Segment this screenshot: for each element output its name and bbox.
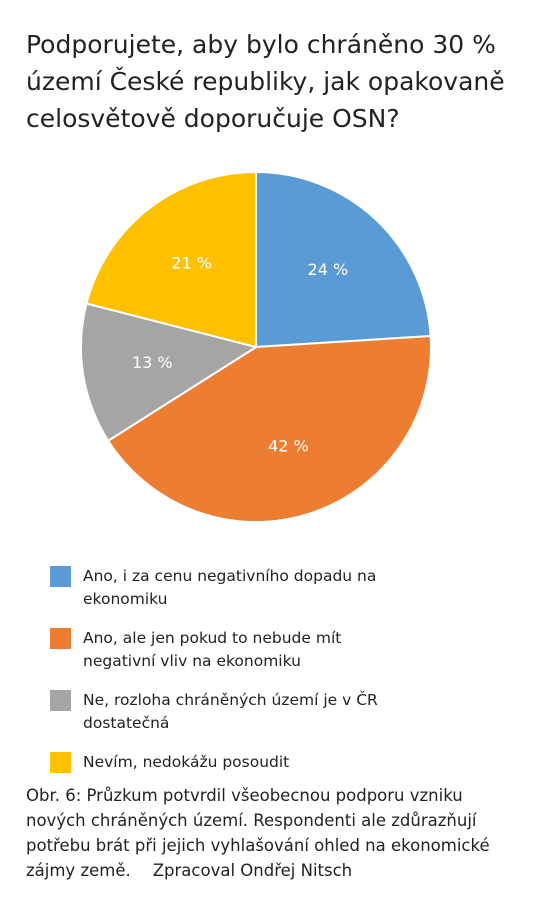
legend-swatch (50, 628, 71, 649)
chart-title: Podporujete, aby bylo chráněno 30 % územ… (26, 30, 505, 133)
caption: Obr. 6: Průzkum potvrdil všeobecnou podp… (26, 783, 521, 883)
legend-label: Nevím, nedokážu posoudit (83, 753, 290, 771)
data-label: 42 % (268, 436, 309, 455)
legend-item: Nevím, nedokážu posoudit (50, 751, 520, 774)
pie-slice (106, 334, 432, 523)
legend-swatch (50, 752, 71, 773)
legend-swatch (50, 566, 71, 587)
data-label: 21 % (171, 254, 212, 273)
caption-text: Obr. 6: Průzkum potvrdil všeobecnou podp… (26, 786, 490, 880)
legend-item: Ano, i za cenu negativního dopadu na eko… (50, 565, 520, 611)
chart: 24 % 42 % 13 % 21 % (80, 170, 432, 523)
data-label: 24 % (308, 260, 349, 279)
legend-item: Ano, ale jen pokud to nebude mít negativ… (50, 627, 520, 673)
legend: Ano, i za cenu negativního dopadu na eko… (50, 565, 520, 790)
legend-label: Ano, i za cenu negativního dopadu na eko… (83, 567, 377, 608)
credit: Zpracoval Ondřej Nitsch (152, 861, 353, 880)
legend-item: Ne, rozloha chráněných území je v ČR dos… (50, 689, 520, 735)
legend-label: Ano, ale jen pokud to nebude mít negativ… (83, 629, 342, 670)
data-label: 13 % (132, 353, 173, 372)
pie-slice (80, 302, 259, 443)
pie-slice (255, 170, 432, 349)
pie-slice (85, 170, 257, 349)
legend-swatch (50, 690, 71, 711)
legend-label: Ne, rozloha chráněných území je v ČR dos… (83, 691, 378, 732)
